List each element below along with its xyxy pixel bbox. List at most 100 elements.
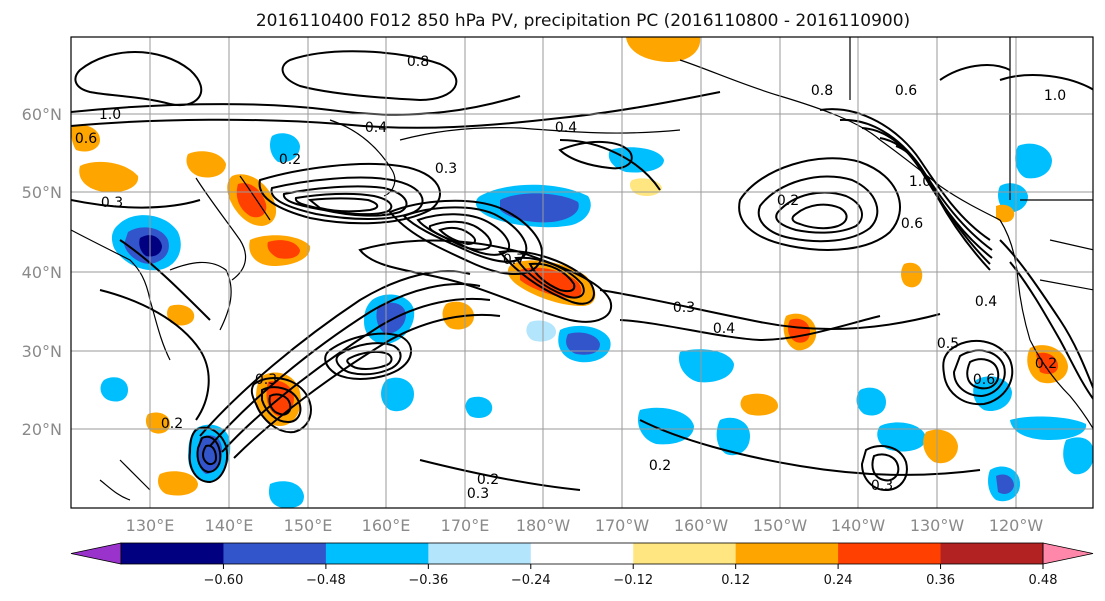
lon-label-130w: 130°W [910,516,965,535]
contour-label: 0.2 [777,193,799,209]
contour-labels: 1.0 0.8 0.6 0.4 0.2 0.4 0.8 0.6 1.0 0.3 … [75,54,1066,502]
lat-label-20n: 20°N [22,420,62,439]
contour-label: 0.3 [467,486,489,502]
shade-blue [973,376,1012,412]
shade-lightblue [526,320,556,342]
colorbar-frame [120,542,1044,565]
colorbar-extend-min [70,542,122,565]
lon-label-160e: 160°E [362,516,411,535]
shade-blue [381,377,414,412]
lat-label-30n: 30°N [22,342,62,361]
lat-label-60n: 60°N [22,105,62,124]
shade-orange [626,37,701,62]
contour-label: 1.0 [1044,88,1066,104]
map-frame [70,36,1094,509]
contour-label: 0.2 [649,458,671,474]
colorbar-cell [121,543,224,564]
shade-orange [923,429,958,464]
shade-blue [1063,437,1093,475]
contour-label: 0.2 [279,152,301,168]
shade-medblue [198,435,222,474]
colorbar-cell [223,543,327,564]
contour-label: 1.0 [909,174,931,190]
colorbar-cell [633,543,737,564]
pv-contours [71,50,1093,492]
lon-label-140w: 140°W [831,516,886,535]
longitude-labels: 130°E 140°E 150°E 160°E 170°E 180°W 170°… [126,516,1044,535]
shade-medblue [996,474,1014,494]
shade-medblue [566,332,600,355]
shade-blue [1010,416,1087,440]
contour-label: 0.8 [407,54,429,70]
lat-label-40n: 40°N [22,263,62,282]
lat-label-50n: 50°N [22,183,62,202]
colorbar-cell [530,543,634,564]
colorbar: −0.60 −0.48 −0.36 −0.24 −0.12 0.12 0.24 0.36 0.4… [70,542,1094,588]
shade-orange [442,301,474,330]
contour-label: 0.4 [975,294,997,310]
contour-label: 0.6 [901,216,923,232]
colorbar-extend-max [1042,542,1094,565]
shade-blue [877,422,926,452]
contour-label: 0.3 [255,372,277,388]
contour-label: 0.5 [937,336,959,352]
colorbar-cell [325,543,429,564]
shade-red [1036,352,1058,374]
shade-orange [186,151,226,178]
shade-blue [1015,143,1052,179]
contour-label: 0.4 [713,321,735,337]
contour-label: 0.4 [555,120,577,136]
contour-label: 0.2 [477,472,499,488]
colorbar-cell [735,543,839,564]
colorbar-tick-label: −0.24 [511,573,551,588]
contour-label: 0.8 [811,83,833,99]
precipitation-anomaly-shading [71,37,1093,508]
latitude-labels: 60°N 50°N 40°N 30°N 20°N [22,105,62,439]
colorbar-tick-label: 0.12 [721,573,750,588]
contour-label: 0.6 [895,83,917,99]
shade-blue [268,481,304,508]
shade-blue [637,407,694,445]
colorbar-tick-label: 0.36 [926,573,955,588]
contour-label: 0.3 [101,195,123,211]
shade-blue [608,147,664,173]
lon-label-120w: 120°W [989,516,1044,535]
colorbar-tick-label: −0.48 [306,573,346,588]
lon-label-150w: 150°W [753,516,808,535]
contour-label: 0.2 [1035,356,1057,372]
map-panel: 1.0 0.8 0.6 0.4 0.2 0.4 0.8 0.6 1.0 0.3 … [22,36,1094,535]
shade-blue [678,349,734,383]
colorbar-cell [940,543,1044,564]
shade-navy [139,235,162,257]
contour-label: 0.6 [973,372,995,388]
shade-orange [158,471,198,496]
lon-label-130e: 130°E [126,516,175,535]
colorbar-tick-label: 0.24 [824,573,853,588]
contour-label: 0.3 [435,161,457,177]
shade-orange [901,262,923,288]
lon-label-150e: 150°E [284,516,333,535]
contour-label: 0.7 [503,252,525,268]
shade-orange [167,304,195,326]
shade-orange [740,393,778,416]
shade-orange [996,204,1015,223]
shade-medblue [500,193,579,223]
lon-label-160w: 160°W [674,516,729,535]
shade-blue [856,387,886,416]
colorbar-tick-label: −0.12 [613,573,653,588]
colorbar-tick-label: −0.60 [204,573,244,588]
map-title: 2016110400 F012 850 hPa PV, precipitatio… [256,11,910,31]
shade-orange [71,124,100,152]
contour-label: 0.3 [673,300,695,316]
contour-label: 0.2 [161,416,183,432]
shade-orange [79,161,139,193]
colorbar-tick-label: 0.48 [1029,573,1058,588]
lon-label-170w: 170°W [595,516,650,535]
shade-blue [100,377,128,402]
shade-blue [465,396,493,418]
shade-blue [716,417,750,456]
shade-blue [270,133,300,163]
lon-label-170e: 170°E [441,516,490,535]
lon-label-140e: 140°E [205,516,254,535]
